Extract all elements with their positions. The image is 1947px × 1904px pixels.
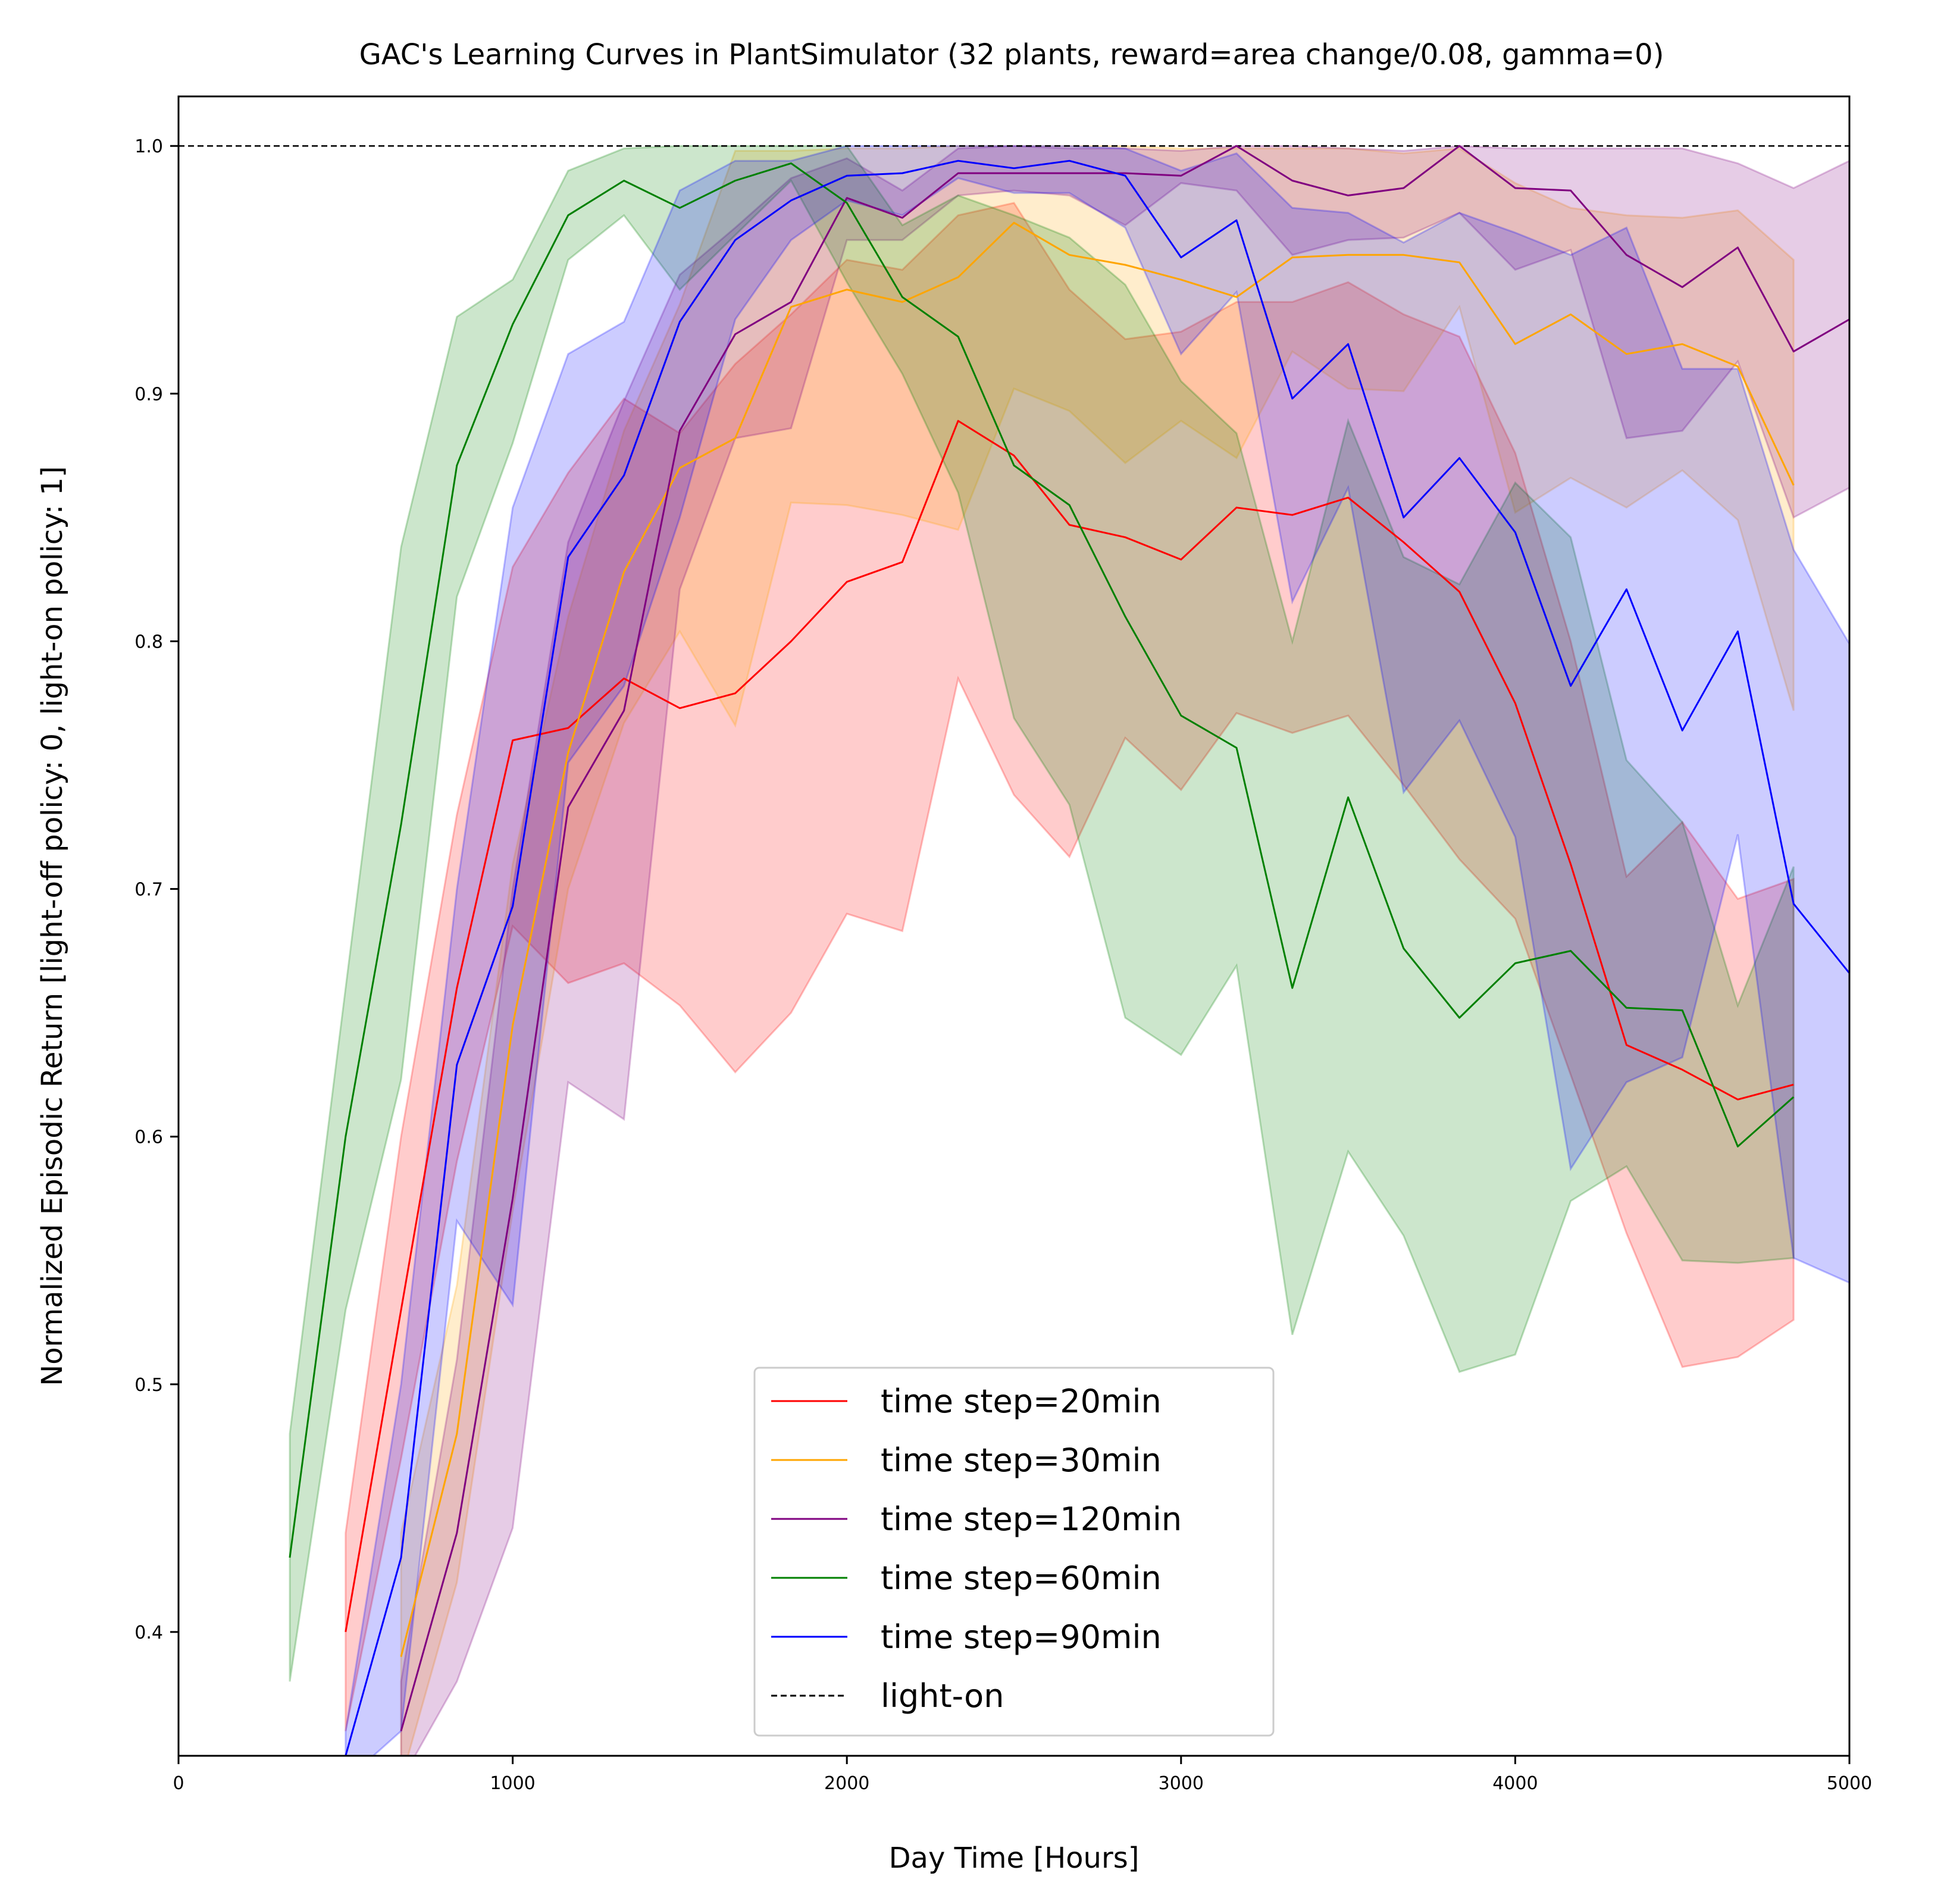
x-tick-label: 5000 bbox=[1827, 1773, 1872, 1794]
x-tick-label: 4000 bbox=[1492, 1773, 1538, 1794]
y-tick-label: 1.0 bbox=[134, 136, 163, 157]
y-tick-label: 0.4 bbox=[134, 1622, 163, 1643]
y-axis-label: Normalized Episodic Return [light-off po… bbox=[36, 466, 69, 1386]
legend-label-time-step-30min: time step=30min bbox=[881, 1442, 1162, 1479]
x-axis-ticks: 0 1000 2000 3000 4000 5000 bbox=[173, 1756, 1872, 1794]
plot-frame bbox=[177, 95, 1851, 1757]
legend-box bbox=[753, 1367, 1275, 1737]
band-time-step-30min bbox=[400, 145, 1795, 1756]
confidence-bands bbox=[289, 145, 1849, 1756]
legend-label-light-on: light-on bbox=[881, 1677, 1004, 1715]
x-tick-label: 3000 bbox=[1159, 1773, 1204, 1794]
legend: time step=20min time step=30min time step=… bbox=[753, 1367, 1275, 1737]
legend-label-time-step-90min: time step=90min bbox=[881, 1618, 1162, 1656]
legend-label-time-step-60min: time step=60min bbox=[881, 1559, 1162, 1597]
line-time-step-30min bbox=[400, 221, 1795, 1657]
x-tick-label: 1000 bbox=[490, 1773, 535, 1794]
x-tick-label: 2000 bbox=[824, 1773, 869, 1794]
y-tick-label: 0.9 bbox=[134, 384, 163, 405]
y-tick-label: 0.8 bbox=[134, 631, 163, 652]
band-time-step-120min bbox=[400, 145, 1849, 1756]
line-time-step-120min bbox=[400, 145, 1849, 1731]
line-time-step-20min bbox=[345, 420, 1794, 1633]
line-time-step-90min bbox=[345, 160, 1849, 1756]
y-tick-label: 0.6 bbox=[134, 1127, 163, 1148]
y-tick-label: 0.5 bbox=[134, 1375, 163, 1396]
x-axis-label: Day Time [Hours] bbox=[889, 1842, 1140, 1875]
series-lines bbox=[289, 145, 1849, 1756]
line-time-step-60min bbox=[289, 162, 1795, 1558]
chart-title: GAC's Learning Curves in PlantSimulator … bbox=[359, 38, 1664, 71]
y-axis-ticks: 0.4 0.5 0.6 0.7 0.8 0.9 1.0 bbox=[134, 136, 179, 1643]
y-tick-label: 0.7 bbox=[134, 880, 163, 901]
legend-label-time-step-20min: time step=20min bbox=[881, 1383, 1162, 1420]
band-time-step-20min bbox=[345, 202, 1795, 1731]
x-tick-label: 0 bbox=[173, 1773, 184, 1794]
legend-label-time-step-120min: time step=120min bbox=[881, 1500, 1182, 1538]
